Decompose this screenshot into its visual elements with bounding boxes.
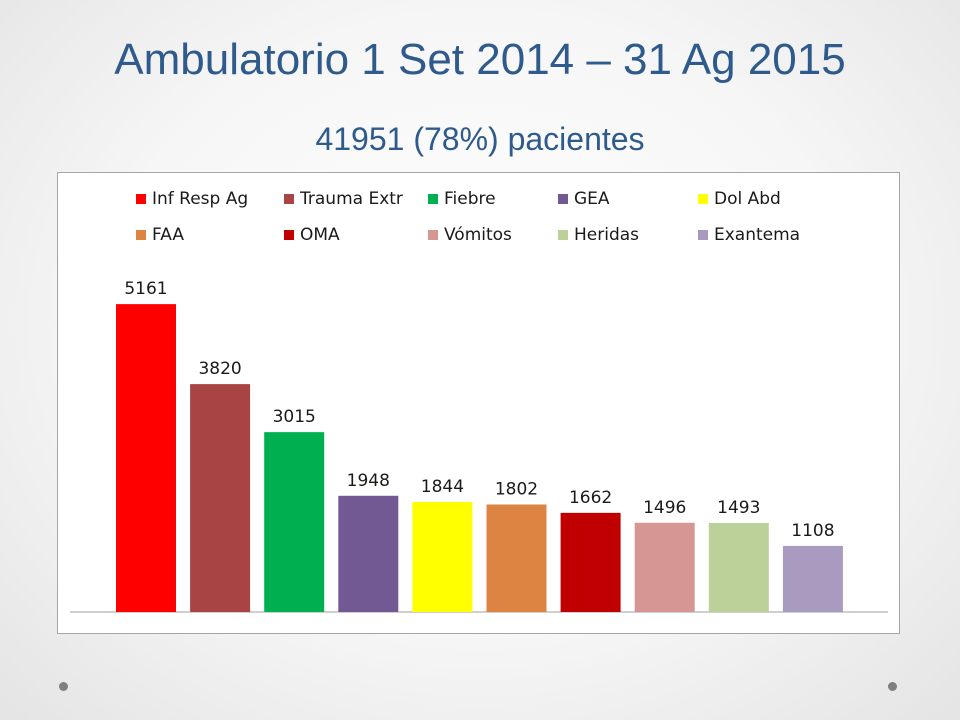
legend-swatch — [136, 194, 146, 204]
bar-9 — [782, 545, 843, 612]
legend-label: Exantema — [714, 225, 800, 245]
legend-item: Inf Resp Ag — [136, 189, 248, 209]
legend-label: OMA — [300, 225, 340, 245]
legend-swatch — [284, 230, 294, 240]
legend-swatch — [428, 230, 438, 240]
chart-frame: Inf Resp Ag Trauma Extr Fiebre GEA Dol Abd FA… — [57, 172, 900, 634]
bar-4 — [412, 501, 473, 612]
data-label: 1108 — [791, 521, 834, 541]
bar-chart: Inf Resp Ag Trauma Extr Fiebre GEA Dol Abd FA… — [70, 189, 888, 613]
bar-5 — [486, 504, 547, 612]
legend-label: Dol Abd — [714, 189, 781, 209]
legend-swatch — [698, 230, 708, 240]
bar-6 — [560, 512, 621, 612]
legend-label: FAA — [152, 225, 184, 245]
legend-label: Trauma Extr — [299, 189, 403, 209]
legend-swatch — [136, 230, 146, 240]
legend-item: Vómitos — [428, 225, 512, 245]
data-label: 1802 — [495, 480, 538, 500]
data-label: 1844 — [421, 477, 464, 497]
data-label: 1662 — [569, 488, 612, 508]
legend-swatch — [284, 194, 294, 204]
bar-2 — [264, 432, 325, 612]
data-label: 1948 — [347, 471, 390, 491]
data-label: 1496 — [643, 498, 686, 518]
legend-item: Trauma Extr — [284, 189, 403, 209]
data-label: 5161 — [124, 279, 167, 299]
legend-item: OMA — [284, 225, 340, 245]
legend-swatch — [428, 194, 438, 204]
decorative-dot-right — [888, 682, 897, 691]
bar-0 — [116, 304, 176, 612]
legend-item: Heridas — [558, 225, 639, 245]
legend-item: Exantema — [698, 225, 800, 245]
legend-item: GEA — [558, 189, 610, 209]
legend-label: Fiebre — [444, 189, 496, 209]
legend-swatch — [558, 194, 568, 204]
legend-label: Inf Resp Ag — [152, 189, 248, 209]
bar-3 — [338, 495, 399, 612]
data-label: 3820 — [198, 359, 241, 379]
legend-label: Vómitos — [444, 225, 512, 245]
legend-label: Heridas — [574, 225, 639, 245]
legend-label: GEA — [574, 189, 610, 209]
legend-item: Dol Abd — [698, 189, 781, 209]
bar-1 — [190, 384, 251, 612]
decorative-dot-left — [59, 682, 68, 691]
legend-swatch — [698, 194, 708, 204]
bar-7 — [634, 522, 695, 612]
data-label: 3015 — [273, 407, 316, 427]
slide-title: Ambulatorio 1 Set 2014 – 31 Ag 2015 — [114, 35, 846, 84]
bar-8 — [708, 522, 769, 612]
legend-item: Fiebre — [428, 189, 496, 209]
legend-swatch — [558, 230, 568, 240]
slide-subtitle: 41951 (78%) pacientes — [315, 121, 645, 157]
legend-item: FAA — [136, 225, 184, 245]
data-label: 1493 — [717, 498, 760, 518]
